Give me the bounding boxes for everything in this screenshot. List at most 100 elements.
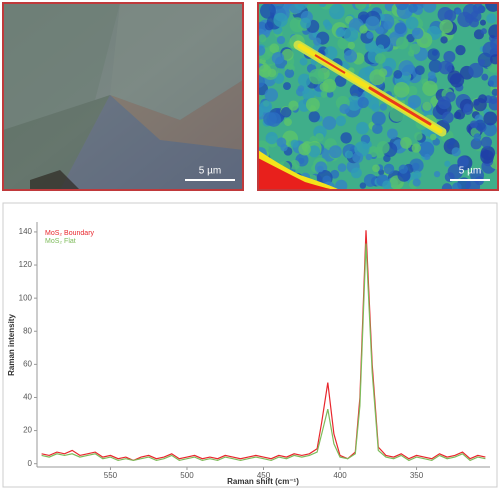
map-texture <box>407 94 422 109</box>
y-axis-label: Raman intensity <box>7 314 16 376</box>
map-texture <box>474 119 486 131</box>
map-texture <box>271 51 285 65</box>
y-tick-label: 120 <box>19 260 33 269</box>
map-texture <box>322 78 337 93</box>
map-texture <box>376 26 384 35</box>
map-texture <box>322 116 337 130</box>
map-texture <box>422 101 432 111</box>
map-texture <box>412 178 421 187</box>
map-texture <box>372 123 383 135</box>
map-texture <box>284 118 292 127</box>
map-texture <box>478 59 486 66</box>
map-texture <box>395 36 409 50</box>
map-texture <box>317 165 324 173</box>
map-texture <box>479 19 486 26</box>
map-texture <box>440 36 448 44</box>
map-texture <box>258 75 265 88</box>
map-texture <box>427 71 436 80</box>
map-texture <box>452 182 462 190</box>
map-texture <box>441 111 454 124</box>
chart-frame <box>2 202 498 488</box>
map-texture <box>438 60 453 75</box>
map-texture <box>365 153 373 161</box>
map-texture <box>430 133 437 141</box>
map-texture <box>269 43 280 54</box>
map-texture <box>369 69 386 86</box>
map-texture <box>294 3 308 11</box>
map-texture <box>260 100 273 113</box>
map-texture <box>400 137 412 149</box>
map-texture <box>433 170 441 178</box>
map-texture <box>266 112 282 127</box>
map-texture <box>284 68 295 79</box>
map-texture <box>481 73 489 81</box>
x-tick-label: 400 <box>333 471 347 480</box>
map-texture <box>283 82 291 91</box>
map-texture <box>264 21 274 31</box>
map-texture <box>350 167 362 179</box>
map-texture <box>326 91 334 98</box>
map-texture <box>427 48 440 61</box>
map-texture <box>480 150 494 164</box>
map-texture <box>276 35 286 45</box>
map-texture <box>445 91 456 102</box>
map-texture <box>337 163 347 172</box>
map-texture <box>297 73 311 87</box>
x-tick-label: 450 <box>257 471 271 480</box>
map-texture <box>276 137 287 148</box>
map-texture <box>451 147 461 157</box>
map-texture <box>455 8 462 15</box>
y-tick-label: 40 <box>23 393 32 402</box>
map-texture <box>422 3 437 13</box>
map-texture <box>308 145 321 158</box>
map-texture <box>457 155 469 168</box>
series-line <box>41 243 486 462</box>
map-texture <box>354 3 367 10</box>
map-texture <box>406 34 415 43</box>
map-texture <box>415 65 425 76</box>
map-texture <box>480 136 493 148</box>
map-texture <box>405 16 419 30</box>
map-texture <box>441 183 453 190</box>
map-texture <box>344 150 354 159</box>
map-texture <box>322 19 331 27</box>
map-texture <box>340 132 352 144</box>
map-texture <box>424 153 431 160</box>
map-texture <box>428 59 442 73</box>
map-texture <box>383 163 395 175</box>
map-texture <box>273 12 288 28</box>
map-texture <box>486 13 497 24</box>
map-texture <box>344 49 358 63</box>
map-texture <box>323 46 338 60</box>
map-texture <box>469 120 478 129</box>
map-texture <box>334 75 347 87</box>
map-texture <box>491 88 498 96</box>
map-texture <box>483 122 497 137</box>
map-feature <box>258 158 335 190</box>
map-texture <box>343 27 359 42</box>
map-texture <box>359 182 367 189</box>
map-texture <box>379 103 388 111</box>
map-texture <box>363 173 377 187</box>
map-texture <box>382 180 392 190</box>
map-texture <box>339 103 350 115</box>
x-tick-label: 350 <box>410 471 424 480</box>
map-texture <box>409 43 421 55</box>
map-texture <box>393 81 410 98</box>
map-texture <box>488 75 498 88</box>
map-texture <box>490 36 498 52</box>
map-texture <box>411 27 424 40</box>
map-texture <box>444 160 451 167</box>
map-texture <box>411 143 421 153</box>
scale-label: 5 µm <box>199 166 221 177</box>
map-texture <box>470 168 485 183</box>
x-axis-label: Raman shift (cm⁻¹) <box>227 477 299 486</box>
map-texture <box>422 80 438 96</box>
map-texture <box>308 68 325 85</box>
map-texture <box>329 3 345 20</box>
map-texture <box>299 57 308 66</box>
raman-map <box>258 3 498 190</box>
map-texture <box>376 140 390 154</box>
map-texture <box>297 85 305 92</box>
map-texture <box>383 20 393 30</box>
